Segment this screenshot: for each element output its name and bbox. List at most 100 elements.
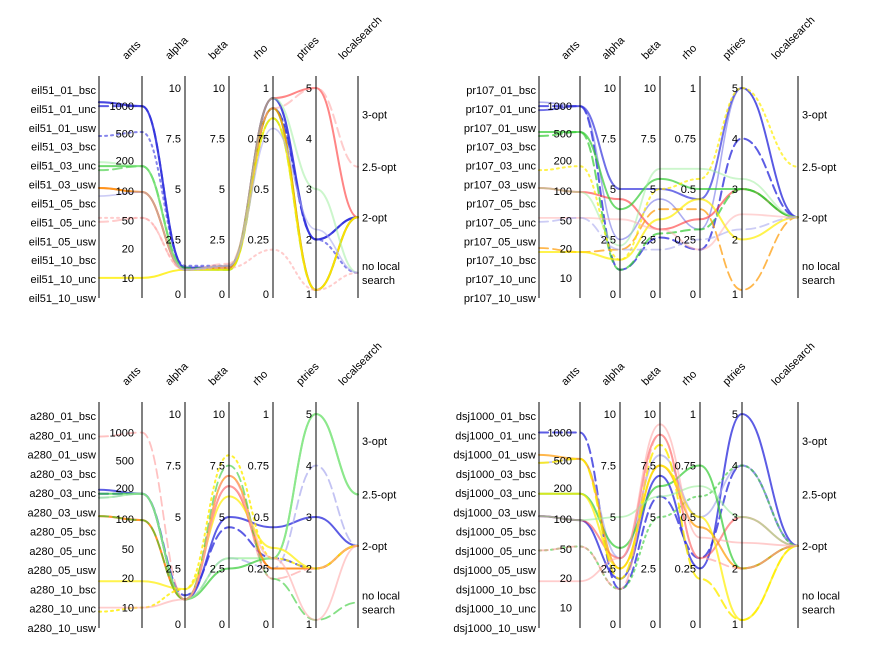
tick-rho-1: 1 — [690, 409, 696, 421]
legend-label-pr107_01_unc: pr107_01_unc — [466, 104, 537, 116]
tick-ants-500: 500 — [116, 455, 134, 467]
tick-beta-2.5: 2.5 — [641, 235, 656, 247]
tick-alpha-2.5: 2.5 — [166, 235, 181, 247]
tick-rho-1: 1 — [263, 83, 269, 95]
tick-ptries-5: 5 — [306, 409, 312, 421]
tick-alpha-5: 5 — [175, 512, 181, 524]
series-line-a280_10_usw — [98, 431, 359, 601]
tick-ptries-1: 1 — [732, 289, 738, 301]
series-line-a280_10_bsc — [98, 464, 359, 621]
series-lines — [538, 86, 799, 291]
tick-alpha-7.5: 7.5 — [166, 461, 181, 473]
legend-label-dsj1000_10_usw: dsj1000_10_usw — [453, 623, 536, 635]
legend-label-dsj1000_01_bsc: dsj1000_01_bsc — [456, 411, 537, 423]
tick-beta-7.5: 7.5 — [641, 134, 656, 146]
tick-ptries-4: 4 — [306, 134, 312, 146]
tick-ptries-4: 4 — [732, 134, 738, 146]
tick-ants-10: 10 — [122, 273, 134, 285]
tick-rho-0.5: 0.5 — [681, 184, 696, 196]
axis-title-rho: rho — [680, 368, 700, 388]
legend-label-pr107_10_unc: pr107_10_unc — [466, 274, 537, 286]
legend-label-eil51_03_unc: eil51_03_unc — [31, 161, 97, 173]
tick-ants-20: 20 — [560, 573, 572, 585]
tick-localsearch-3-opt: 3-opt — [802, 436, 827, 448]
tick-beta-0: 0 — [219, 619, 225, 631]
tick-alpha-0: 0 — [175, 289, 181, 301]
series-line-dsj1000_05_bsc — [538, 453, 799, 570]
axis-title-beta: beta — [207, 364, 231, 388]
legend-label-eil51_05_unc: eil51_05_unc — [31, 217, 97, 229]
tick-localsearch-2.5-opt: 2.5-opt — [362, 489, 396, 501]
legend-label-a280_05_unc: a280_05_unc — [29, 546, 96, 558]
tick-alpha-10: 10 — [169, 83, 181, 95]
legend-label-pr107_05_bsc: pr107_05_bsc — [466, 198, 536, 210]
legend-label-a280_01_usw: a280_01_usw — [27, 450, 96, 462]
tick-beta-5: 5 — [650, 184, 656, 196]
tick-ants-200: 200 — [554, 483, 572, 495]
tick-beta-2.5: 2.5 — [641, 564, 656, 576]
tick-ptries-3: 3 — [732, 184, 738, 196]
tick-ptries-2: 2 — [306, 235, 312, 247]
tick-beta-0: 0 — [219, 289, 225, 301]
axis-title-alpha: alpha — [163, 360, 191, 388]
tick-ptries-1: 1 — [732, 619, 738, 631]
tick-alpha-5: 5 — [610, 184, 616, 196]
tick-localsearch-no-local-search: no local search — [802, 261, 840, 287]
tick-localsearch-2-opt: 2-opt — [362, 212, 387, 224]
tick-alpha-0: 0 — [175, 619, 181, 631]
tick-ants-1000: 1000 — [110, 101, 134, 113]
tick-ants-100: 100 — [116, 514, 134, 526]
axis-title-beta: beta — [640, 38, 664, 62]
tick-ptries-5: 5 — [732, 83, 738, 95]
legend-label-a280_01_bsc: a280_01_bsc — [30, 411, 97, 423]
series-line-pr107_10_unc — [538, 213, 799, 251]
legend-label-dsj1000_05_usw: dsj1000_05_usw — [453, 565, 536, 577]
axis-title-alpha: alpha — [600, 360, 628, 388]
tick-ants-500: 500 — [554, 455, 572, 467]
tick-rho-0.75: 0.75 — [248, 134, 269, 146]
legend-label-eil51_01_bsc: eil51_01_bsc — [31, 85, 96, 97]
tick-ants-50: 50 — [122, 544, 134, 556]
tick-rho-1: 1 — [263, 409, 269, 421]
legend-label-pr107_05_usw: pr107_05_usw — [464, 236, 536, 248]
tick-alpha-10: 10 — [604, 409, 616, 421]
legend-label-dsj1000_01_unc: dsj1000_01_unc — [455, 430, 536, 442]
legend-label-dsj1000_10_unc: dsj1000_10_unc — [455, 604, 536, 616]
tick-beta-10: 10 — [644, 83, 656, 95]
tick-localsearch-2.5-opt: 2.5-opt — [362, 162, 396, 174]
legend-label-a280_10_unc: a280_10_unc — [29, 604, 96, 616]
tick-ants-20: 20 — [560, 244, 572, 256]
series-line-pr107_05_usw — [538, 86, 799, 261]
tick-rho-0.5: 0.5 — [254, 512, 269, 524]
axis-title-alpha: alpha — [163, 34, 191, 62]
tick-ptries-1: 1 — [306, 289, 312, 301]
tick-ants-100: 100 — [554, 186, 572, 198]
axis-title-ants: ants — [120, 365, 144, 389]
tick-rho-0.75: 0.75 — [675, 461, 696, 473]
tick-beta-2.5: 2.5 — [210, 235, 225, 247]
tick-ants-200: 200 — [116, 156, 134, 168]
axis-title-alpha: alpha — [600, 34, 628, 62]
tick-ants-100: 100 — [554, 514, 572, 526]
axis-title-beta: beta — [640, 364, 664, 388]
axis-title-ptries: ptries — [294, 34, 322, 62]
tick-ants-100: 100 — [116, 186, 134, 198]
legend-label-dsj1000_10_bsc: dsj1000_10_bsc — [456, 584, 537, 596]
tick-ants-10: 10 — [122, 603, 134, 615]
axis-title-ptries: ptries — [721, 360, 749, 388]
tick-localsearch-2.5-opt: 2.5-opt — [802, 162, 836, 174]
series-line-pr107_03_unc — [538, 131, 799, 219]
tick-alpha-5: 5 — [610, 512, 616, 524]
tick-ants-10: 10 — [560, 603, 572, 615]
legend-label-pr107_03_usw: pr107_03_usw — [464, 180, 536, 192]
tick-ptries-3: 3 — [306, 512, 312, 524]
axis-title-ants: ants — [559, 39, 583, 63]
legend-label-a280_10_usw: a280_10_usw — [27, 623, 96, 635]
tick-ants-10: 10 — [560, 273, 572, 285]
tick-rho-0.75: 0.75 — [248, 461, 269, 473]
chart-panel-1: ants alpha beta rho ptries localsearch1000500… — [29, 14, 400, 305]
tick-alpha-2.5: 2.5 — [601, 235, 616, 247]
axis-title-ptries: ptries — [294, 360, 322, 388]
tick-rho-1: 1 — [690, 83, 696, 95]
